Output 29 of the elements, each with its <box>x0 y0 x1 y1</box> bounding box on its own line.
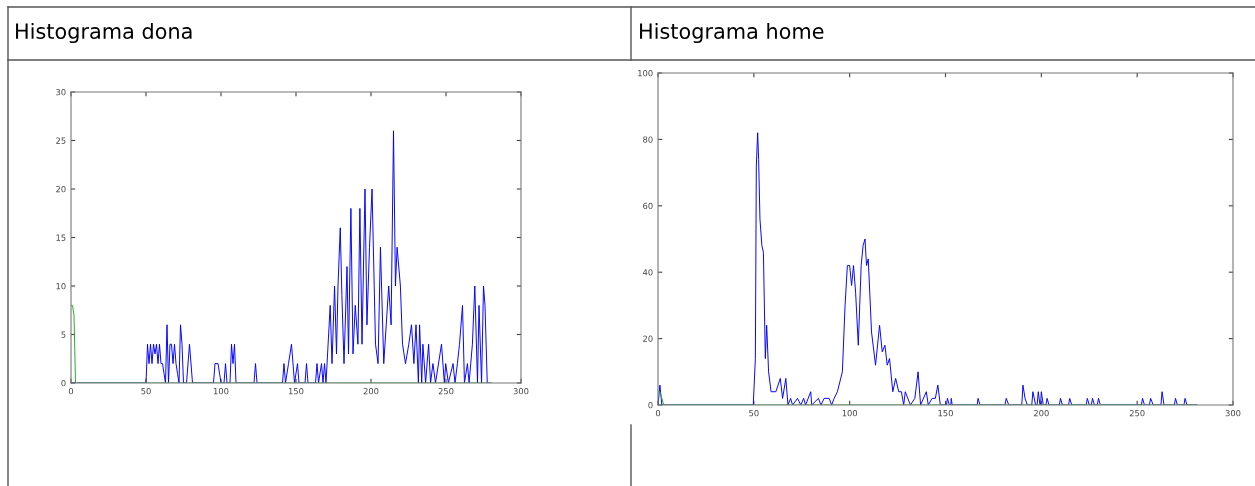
y-tick-label: 80 <box>643 136 653 143</box>
x-tick-label: 150 <box>938 410 953 417</box>
y-tick-label: 20 <box>56 185 66 193</box>
x-tick-label: 50 <box>749 410 759 417</box>
x-tick-label: 200 <box>1033 410 1049 417</box>
y-tick-label: 5 <box>61 331 66 338</box>
x-tick-label: 300 <box>1225 410 1241 417</box>
x-tick-label: 100 <box>842 410 858 417</box>
x-tick-label: 100 <box>213 388 229 395</box>
y-tick-label: 25 <box>56 137 66 144</box>
x-tick-label: 0 <box>68 388 74 395</box>
chart-title: Histograma dona <box>16 22 192 44</box>
y-tick-label: 0 <box>648 401 653 409</box>
chart-title: Histograma home <box>640 22 824 44</box>
x-tick-label: 250 <box>438 388 454 395</box>
x-tick-label: 200 <box>363 388 379 395</box>
y-tick-label: 100 <box>638 69 653 77</box>
y-tick-label: 40 <box>642 269 653 276</box>
x-tick-label: 300 <box>513 388 529 395</box>
y-tick-label: 10 <box>56 282 66 290</box>
y-tick-label: 15 <box>56 234 66 241</box>
y-tick-label: 0 <box>61 379 66 387</box>
x-tick-label: 0 <box>655 410 661 417</box>
x-tick-label: 50 <box>141 388 151 395</box>
x-tick-label: 150 <box>288 388 304 395</box>
x-tick-label: 250 <box>1129 410 1145 417</box>
y-tick-label: 60 <box>643 202 653 210</box>
y-tick-label: 30 <box>56 88 66 96</box>
y-tick-label: 20 <box>643 335 653 342</box>
